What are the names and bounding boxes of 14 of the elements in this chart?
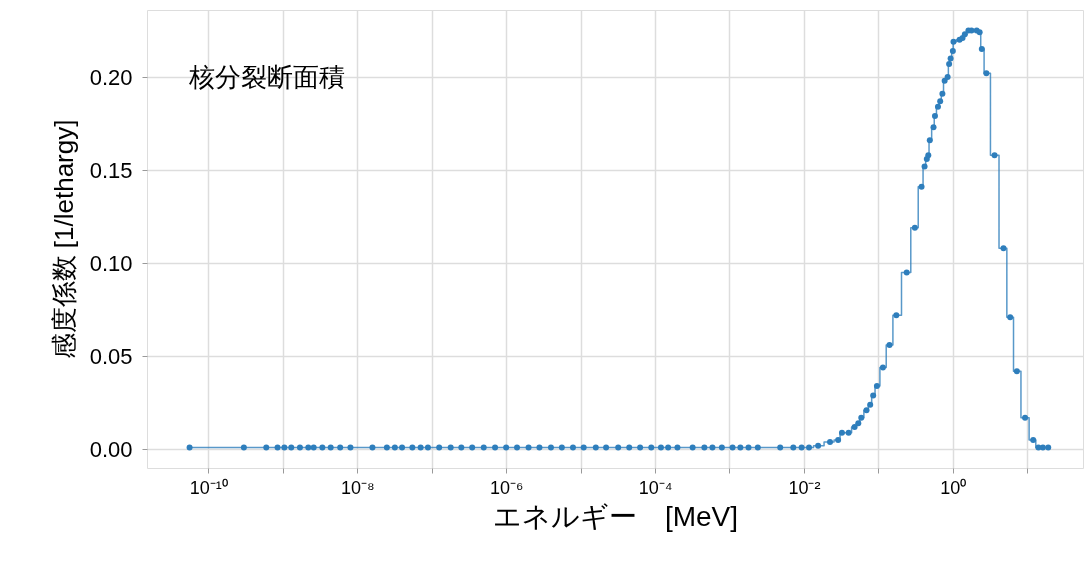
y-tick-label: 0.00	[89, 436, 133, 462]
x-tick-label: 10⁻²	[788, 477, 821, 498]
y-tick-label: 0.05	[89, 343, 133, 369]
y-tick-label: 0.20	[89, 64, 133, 90]
y-axis-title: 感度係数 [1/lethargy]	[48, 119, 79, 360]
x-tick-label: 10⁻¹⁰	[189, 477, 228, 498]
x-tick-label: 10⁻⁴	[638, 477, 673, 498]
x-tick-label: 10⁰	[940, 477, 967, 498]
x-tick-label: 10⁻⁸	[340, 477, 375, 498]
y-tick-label: 0.15	[89, 157, 133, 183]
x-tick-label: 10⁻⁶	[489, 477, 524, 498]
annotation: 核分裂断面積	[188, 62, 345, 92]
y-tick-label: 0.10	[89, 250, 133, 276]
x-axis-title: エネルギー [MeV]	[492, 500, 739, 532]
